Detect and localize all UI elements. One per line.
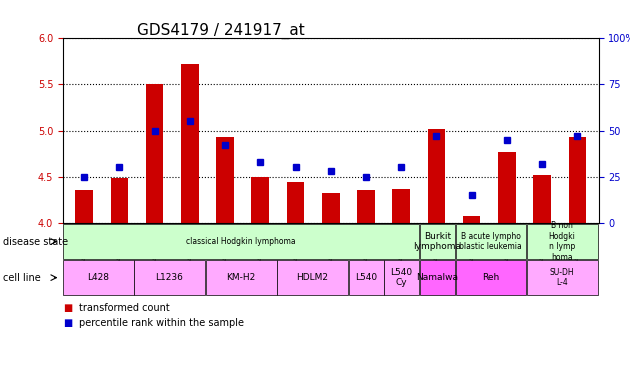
Bar [287,182,304,223]
Text: HDLM2: HDLM2 [296,273,328,282]
Bar [146,84,163,223]
Text: ■: ■ [63,303,72,313]
Text: Reh: Reh [482,273,500,282]
Text: L540
Cy: L540 Cy [391,268,413,287]
Text: Burkit
lymphoma: Burkit lymphoma [413,232,461,251]
Text: B non
Hodgki
n lymp
homa: B non Hodgki n lymp homa [549,222,576,262]
Bar [251,177,269,223]
Text: GDS4179 / 241917_at: GDS4179 / 241917_at [137,23,304,39]
Bar [357,190,375,223]
Text: B acute lympho
blastic leukemia: B acute lympho blastic leukemia [459,232,522,251]
Bar [568,137,586,223]
Bar [392,189,410,223]
Bar [534,175,551,223]
Text: Namalwa: Namalwa [416,273,458,282]
Bar [216,137,234,223]
Bar [428,129,445,223]
Bar [498,152,516,223]
Text: KM-H2: KM-H2 [226,273,256,282]
Text: transformed count: transformed count [79,303,169,313]
Text: L1236: L1236 [156,273,183,282]
Text: SU-DH
L-4: SU-DH L-4 [550,268,575,287]
Text: L540: L540 [355,273,377,282]
Bar [181,64,198,223]
Text: cell line: cell line [3,273,41,283]
Bar [463,216,481,223]
Bar [322,193,340,223]
Bar [76,190,93,223]
Text: ■: ■ [63,318,72,328]
Text: percentile rank within the sample: percentile rank within the sample [79,318,244,328]
Bar [110,177,128,223]
Text: L428: L428 [87,273,109,282]
Text: disease state: disease state [3,237,68,247]
Text: classical Hodgkin lymphoma: classical Hodgkin lymphoma [186,237,295,246]
